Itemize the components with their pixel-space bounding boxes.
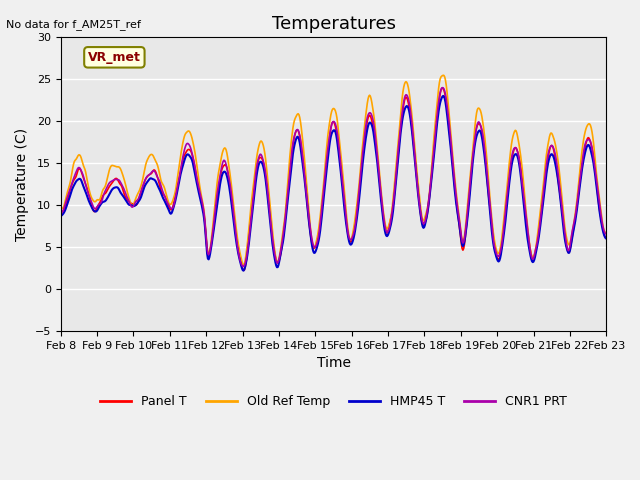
HMP45 T — [123, 199, 131, 204]
Old Ref Temp — [417, 203, 424, 208]
Panel T — [240, 267, 248, 273]
Old Ref Temp — [67, 178, 74, 184]
Panel T — [67, 186, 74, 192]
Old Ref Temp — [439, 72, 447, 78]
Panel T — [123, 196, 131, 202]
CNR1 PRT — [179, 158, 186, 164]
CNR1 PRT — [57, 210, 65, 216]
HMP45 T — [439, 93, 447, 99]
Panel T — [438, 85, 446, 91]
X-axis label: Time: Time — [317, 356, 351, 370]
CNR1 PRT — [67, 185, 74, 191]
Line: HMP45 T: HMP45 T — [61, 96, 606, 271]
HMP45 T — [602, 236, 610, 241]
Old Ref Temp — [57, 204, 65, 210]
CNR1 PRT — [240, 264, 248, 269]
CNR1 PRT — [123, 193, 131, 199]
Line: Panel T: Panel T — [61, 88, 606, 270]
CNR1 PRT — [438, 85, 446, 91]
CNR1 PRT — [417, 208, 424, 214]
Old Ref Temp — [240, 263, 248, 268]
Y-axis label: Temperature (C): Temperature (C) — [15, 128, 29, 240]
Panel T — [207, 243, 215, 249]
Text: No data for f_AM25T_ref: No data for f_AM25T_ref — [6, 19, 141, 30]
Line: CNR1 PRT: CNR1 PRT — [61, 88, 606, 266]
Line: Old Ref Temp: Old Ref Temp — [61, 75, 606, 265]
HMP45 T — [57, 213, 65, 219]
Title: Temperatures: Temperatures — [271, 15, 396, 33]
HMP45 T — [240, 268, 248, 274]
CNR1 PRT — [602, 231, 610, 237]
Text: VR_met: VR_met — [88, 51, 141, 64]
HMP45 T — [417, 211, 424, 216]
Old Ref Temp — [602, 230, 610, 236]
Panel T — [417, 210, 424, 216]
CNR1 PRT — [401, 95, 408, 101]
Old Ref Temp — [123, 186, 131, 192]
Panel T — [57, 208, 65, 214]
Panel T — [401, 97, 408, 103]
HMP45 T — [207, 246, 215, 252]
HMP45 T — [67, 192, 74, 197]
Old Ref Temp — [401, 81, 408, 87]
Old Ref Temp — [207, 240, 215, 246]
Old Ref Temp — [179, 144, 186, 150]
CNR1 PRT — [207, 243, 215, 249]
Legend: Panel T, Old Ref Temp, HMP45 T, CNR1 PRT: Panel T, Old Ref Temp, HMP45 T, CNR1 PRT — [95, 390, 572, 413]
Panel T — [602, 236, 610, 241]
HMP45 T — [179, 166, 186, 171]
HMP45 T — [401, 107, 408, 113]
Panel T — [179, 160, 186, 166]
